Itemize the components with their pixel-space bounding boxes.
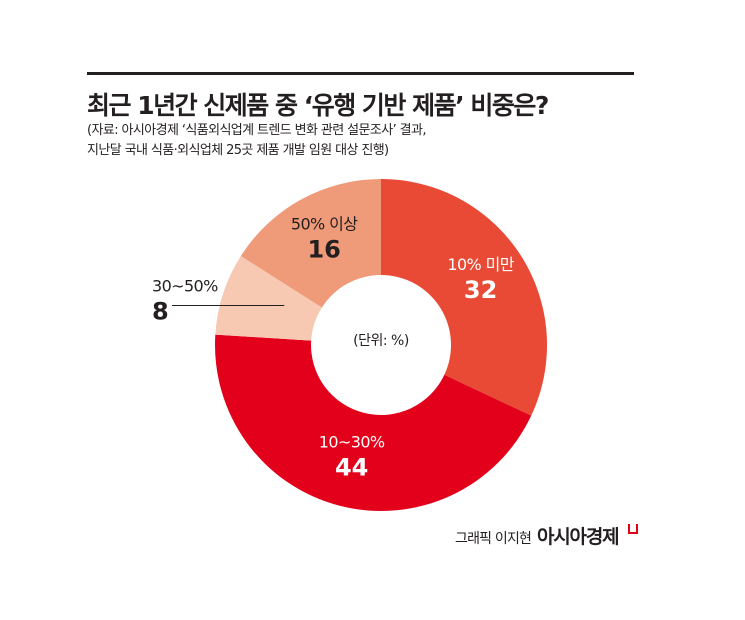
slices [215, 179, 547, 511]
slice-value-2: 8 [152, 297, 169, 325]
subtitle-line-2: 지난달 국내 식품·외식업체 25곳 제품 개발 임원 대상 진행) [87, 143, 389, 158]
slice-labels: 10% 미만 32 10~30% 44 30~50% 8 50% 이상 16 [152, 215, 515, 482]
slice-label-3: 50% 이상 [291, 215, 358, 234]
slice-label-1: 10~30% [319, 432, 385, 451]
chart-title: 최근 1년간 신제품 중 ‘유행 기반 제품’ 비중은? [87, 91, 549, 120]
slice-2 [215, 256, 322, 341]
slice-0 [381, 179, 547, 416]
subtitle-line-1: (자료: 아시아경제 ‘식품외식업계 트렌드 변화 관련 설문조사’ 결과, [87, 123, 427, 138]
slice-1 [215, 334, 532, 511]
graphic-credit: 그래픽 이지현 [455, 531, 532, 547]
chart-subtitle: (자료: 아시아경제 ‘식품외식업계 트렌드 변화 관련 설문조사’ 결과, 지… [87, 121, 427, 161]
slice-3 [240, 179, 381, 308]
unit-note: (단위: %) [353, 333, 409, 349]
slice-value-0: 32 [464, 276, 497, 304]
slice-label-2: 30~50% [152, 276, 218, 295]
slice-label-0: 10% 미만 [447, 255, 514, 274]
brand-logo: 아시아경제 [537, 526, 620, 548]
slice-value-1: 44 [335, 453, 368, 481]
slice-value-3: 16 [307, 236, 340, 264]
brand-mark-icon [628, 524, 638, 534]
top-rule [87, 72, 634, 75]
